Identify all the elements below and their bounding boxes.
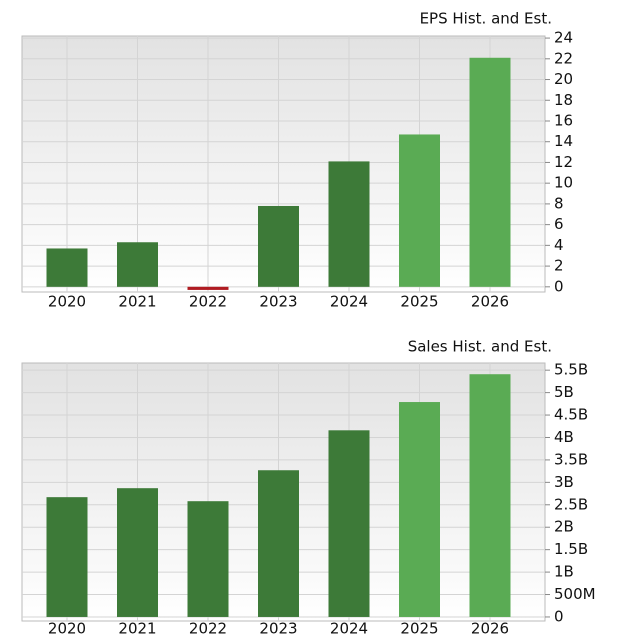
- x-tick-label: 2020: [48, 620, 86, 638]
- y-tick-label: 14: [554, 132, 573, 150]
- y-tick-label: 8: [554, 194, 564, 212]
- x-tick-label: 2022: [189, 293, 227, 311]
- bar: [258, 205, 299, 287]
- x-tick-label: 2024: [330, 620, 368, 638]
- y-tick-label: 3B: [554, 473, 574, 491]
- bar: [187, 286, 229, 290]
- y-tick-label: 2.5B: [554, 495, 588, 513]
- y-tick-label: 5B: [554, 383, 574, 401]
- x-tick-label: 2020: [48, 293, 86, 311]
- bar: [328, 161, 370, 287]
- x-tick-label: 2025: [400, 620, 438, 638]
- bar: [469, 57, 511, 287]
- y-tick-label: 4.5B: [554, 406, 588, 424]
- bar: [399, 134, 440, 287]
- y-tick-label: 22: [554, 49, 573, 67]
- bar: [469, 374, 511, 617]
- chart-title: Sales Hist. and Est.: [408, 338, 552, 356]
- x-tick-label: 2023: [259, 620, 297, 638]
- y-tick-label: 500M: [554, 585, 596, 603]
- y-tick-label: 0: [554, 607, 564, 625]
- x-tick-label: 2021: [118, 293, 156, 311]
- bar: [258, 470, 299, 617]
- y-tick-label: 24: [554, 29, 573, 47]
- y-tick-label: 18: [554, 91, 573, 109]
- x-tick-label: 2022: [189, 620, 227, 638]
- x-tick-label: 2024: [330, 293, 368, 311]
- y-tick-label: 5.5B: [554, 361, 588, 379]
- y-tick-label: 12: [554, 153, 573, 171]
- y-tick-label: 1B: [554, 563, 574, 581]
- bar: [46, 497, 88, 617]
- x-tick-label: 2021: [118, 620, 156, 638]
- y-tick-label: 6: [554, 215, 564, 233]
- y-tick-label: 10: [554, 174, 573, 192]
- bar: [328, 430, 370, 617]
- bar: [187, 501, 229, 617]
- y-tick-label: 1.5B: [554, 540, 588, 558]
- y-tick-label: 3.5B: [554, 450, 588, 468]
- y-tick-label: 4: [554, 236, 564, 254]
- y-tick-label: 2B: [554, 518, 574, 536]
- y-tick-label: 0: [554, 277, 564, 295]
- bar: [46, 248, 88, 287]
- chart-title: EPS Hist. and Est.: [420, 10, 552, 28]
- y-tick-label: 20: [554, 70, 573, 88]
- bar: [117, 488, 158, 617]
- y-tick-label: 16: [554, 111, 573, 129]
- x-tick-label: 2026: [471, 620, 509, 638]
- y-tick-label: 2: [554, 257, 564, 275]
- y-tick-label: 4B: [554, 428, 574, 446]
- x-tick-label: 2025: [400, 293, 438, 311]
- bar: [117, 242, 158, 287]
- x-tick-label: 2026: [471, 293, 509, 311]
- x-tick-label: 2023: [259, 293, 297, 311]
- bar: [399, 402, 440, 617]
